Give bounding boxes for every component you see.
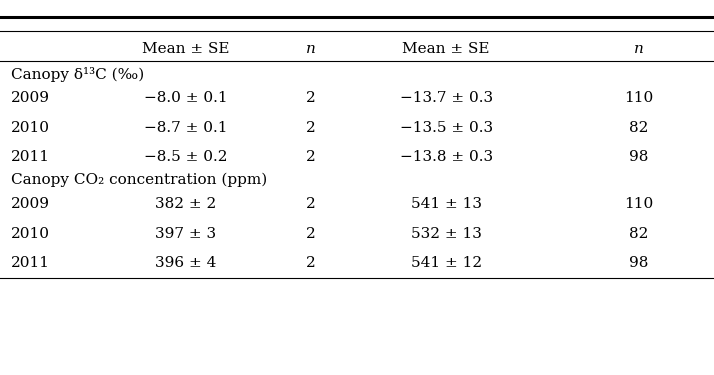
Text: 110: 110 (625, 91, 653, 105)
Text: Mean ± SE: Mean ± SE (403, 42, 490, 56)
Text: 532 ± 13: 532 ± 13 (411, 226, 482, 241)
Text: −13.8 ± 0.3: −13.8 ± 0.3 (400, 150, 493, 164)
Text: Mean ± SE: Mean ± SE (142, 42, 229, 56)
Text: 2009: 2009 (11, 197, 50, 211)
Text: 2: 2 (306, 226, 316, 241)
Text: 382 ± 2: 382 ± 2 (155, 197, 216, 211)
Text: −8.0 ± 0.1: −8.0 ± 0.1 (144, 91, 228, 105)
Text: 2010: 2010 (11, 120, 50, 135)
Text: 2011: 2011 (11, 150, 50, 164)
Text: 110: 110 (625, 197, 653, 211)
Text: 2: 2 (306, 150, 316, 164)
Text: 541 ± 12: 541 ± 12 (411, 256, 482, 270)
Text: −8.7 ± 0.1: −8.7 ± 0.1 (144, 120, 227, 135)
Text: 2011: 2011 (11, 256, 50, 270)
Text: 82: 82 (629, 120, 649, 135)
Text: 541 ± 13: 541 ± 13 (411, 197, 482, 211)
Text: 2: 2 (306, 91, 316, 105)
Text: −13.7 ± 0.3: −13.7 ± 0.3 (400, 91, 493, 105)
Text: 98: 98 (629, 256, 649, 270)
Text: 2009: 2009 (11, 91, 50, 105)
Text: 2: 2 (306, 256, 316, 270)
Text: 2: 2 (306, 197, 316, 211)
Text: 2: 2 (306, 120, 316, 135)
Text: −8.5 ± 0.2: −8.5 ± 0.2 (144, 150, 227, 164)
Text: 82: 82 (629, 226, 649, 241)
Text: Canopy δ¹³C (‰): Canopy δ¹³C (‰) (11, 68, 144, 82)
Text: 98: 98 (629, 150, 649, 164)
Text: 396 ± 4: 396 ± 4 (155, 256, 216, 270)
Text: −13.5 ± 0.3: −13.5 ± 0.3 (400, 120, 493, 135)
Text: 2010: 2010 (11, 226, 50, 241)
Text: n: n (306, 42, 316, 56)
Text: 397 ± 3: 397 ± 3 (155, 226, 216, 241)
Text: Canopy CO₂ concentration (ppm): Canopy CO₂ concentration (ppm) (11, 173, 267, 187)
Text: n: n (634, 42, 644, 56)
